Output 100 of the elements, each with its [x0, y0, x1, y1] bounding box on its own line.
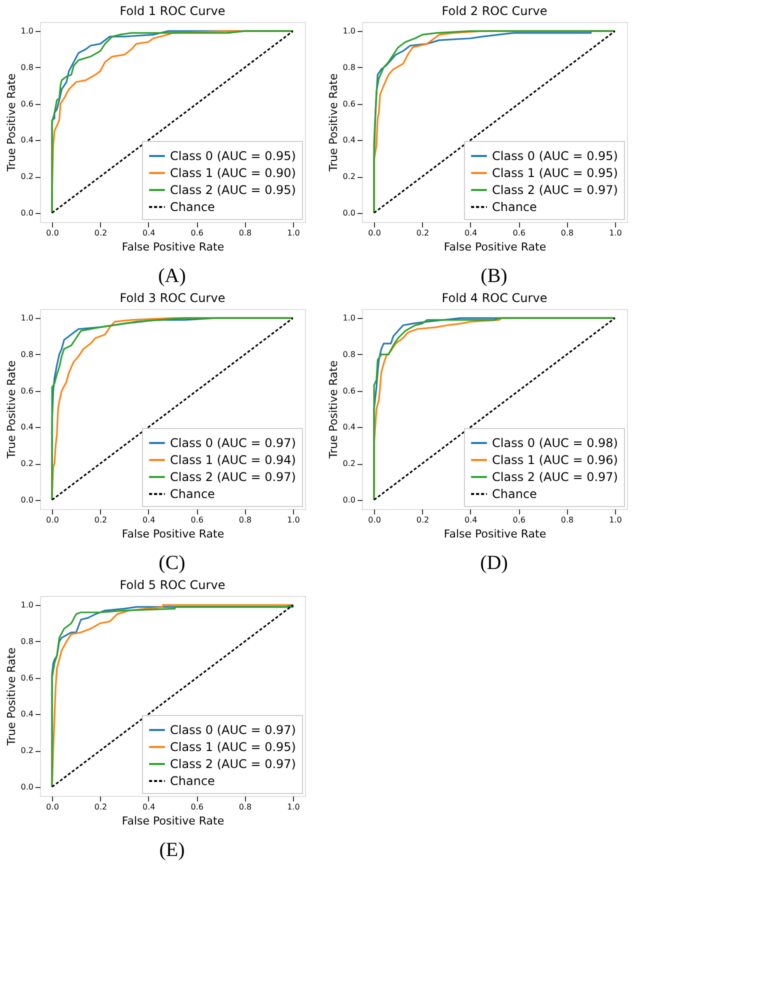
chart-title: Fold 2 ROC Curve: [442, 4, 548, 18]
legend-label: Class 1 (AUC = 0.90): [170, 166, 296, 180]
y-tick-label: 1.0: [20, 314, 34, 323]
legend-label: Chance: [170, 774, 215, 788]
x-axis-title: False Positive Rate: [122, 528, 224, 540]
y-tick-label: 0.2: [20, 459, 34, 468]
chart-title: Fold 1 ROC Curve: [120, 4, 226, 18]
x-axis-title: False Positive Rate: [444, 528, 546, 540]
legend-label: Class 0 (AUC = 0.95): [170, 149, 296, 163]
x-tick-label: 1.0: [287, 802, 300, 812]
x-tick-label: 0.0: [46, 516, 59, 524]
y-tick-label: 0.6: [20, 99, 34, 108]
legend-label: Class 0 (AUC = 0.95): [492, 149, 618, 163]
y-axis-title: True Positive Rate: [4, 73, 18, 172]
y-tick-label: 0.8: [20, 636, 34, 646]
y-axis-title: True Positive Rate: [4, 360, 18, 460]
x-tick-label: 1.0: [287, 516, 300, 524]
y-tick-label: 0.4: [342, 136, 356, 145]
y-tick-label: 0.8: [342, 350, 356, 359]
x-tick-label: 0.4: [142, 802, 156, 812]
y-tick-label: 0.6: [20, 386, 34, 396]
y-tick-label: 1.0: [342, 26, 356, 36]
chart-title: Fold 4 ROC Curve: [442, 291, 548, 305]
legend-label: Class 0 (AUC = 0.97): [170, 436, 296, 450]
y-tick-label: 0.2: [342, 459, 356, 468]
y-tick-label: 0.6: [342, 99, 356, 108]
y-tick-label: 0.2: [20, 172, 34, 182]
legend-label: Class 1 (AUC = 0.95): [492, 166, 618, 180]
x-tick-label: 0.4: [464, 228, 478, 238]
x-tick-label: 0.4: [464, 516, 478, 524]
legend-label: Class 1 (AUC = 0.94): [170, 453, 296, 467]
x-tick-label: 0.0: [46, 802, 59, 812]
y-axis-title: True Positive Rate: [326, 73, 340, 172]
x-tick-label: 0.8: [560, 228, 574, 238]
y-tick-label: 0.0: [342, 208, 356, 218]
legend-label: Class 2 (AUC = 0.97): [492, 470, 618, 484]
y-tick-label: 0.6: [342, 386, 356, 396]
legend-label: Class 1 (AUC = 0.95): [170, 740, 296, 754]
text: (C): [158, 552, 186, 574]
y-tick-label: 1.0: [20, 26, 34, 36]
text: (B): [480, 265, 508, 287]
y-tick-label: 0.0: [342, 495, 356, 504]
x-tick-label: 0.0: [368, 516, 381, 524]
legend-label: Class 2 (AUC = 0.97): [492, 183, 618, 197]
x-axis-title: False Positive Rate: [444, 240, 546, 254]
y-tick-label: 0.8: [342, 62, 356, 72]
chart-title: Fold 5 ROC Curve: [120, 578, 226, 592]
x-tick-label: 0.8: [238, 516, 252, 524]
text: (D): [480, 552, 508, 574]
x-tick-label: 0.6: [190, 516, 204, 524]
legend-label: Chance: [170, 487, 215, 501]
y-axis-title: True Positive Rate: [326, 360, 340, 460]
legend-label: Class 0 (AUC = 0.98): [492, 436, 618, 450]
legend-label: Chance: [492, 200, 537, 214]
x-tick-label: 0.2: [94, 802, 108, 812]
x-tick-label: 0.2: [94, 228, 108, 238]
x-tick-label: 0.6: [190, 228, 204, 238]
x-tick-label: 0.0: [46, 228, 59, 238]
y-tick-label: 0.0: [20, 782, 34, 792]
legend-label: Class 2 (AUC = 0.97): [170, 470, 296, 484]
y-tick-label: 0.4: [20, 136, 34, 145]
x-tick-label: 0.6: [512, 228, 526, 238]
x-tick-label: 0.2: [416, 516, 430, 524]
y-tick-label: 0.2: [342, 172, 356, 182]
legend-label: Class 1 (AUC = 0.96): [492, 453, 618, 467]
x-tick-label: 1.0: [609, 228, 622, 238]
legend-label: Class 0 (AUC = 0.97): [170, 723, 296, 737]
y-tick-label: 1.0: [20, 600, 34, 610]
x-tick-label: 0.2: [416, 228, 430, 238]
x-tick-label: 0.4: [142, 228, 156, 238]
x-tick-label: 0.0: [368, 228, 381, 238]
x-tick-label: 0.8: [238, 228, 252, 238]
y-tick-label: 0.0: [20, 208, 34, 218]
y-tick-label: 0.4: [20, 422, 34, 432]
y-tick-label: 0.8: [20, 350, 34, 359]
x-tick-label: 0.8: [238, 802, 252, 812]
x-tick-label: 0.2: [94, 516, 108, 524]
x-axis-title: False Positive Rate: [122, 814, 224, 828]
x-tick-label: 0.8: [560, 516, 574, 524]
y-tick-label: 0.4: [342, 422, 356, 432]
legend-label: Chance: [170, 200, 215, 214]
chart-title: Fold 3 ROC Curve: [120, 291, 226, 305]
y-tick-label: 0.0: [20, 495, 34, 504]
x-axis-title: False Positive Rate: [122, 240, 224, 254]
x-tick-label: 1.0: [287, 228, 300, 238]
y-axis-title: True Positive Rate: [4, 647, 18, 746]
y-tick-label: 0.6: [20, 673, 34, 682]
y-tick-label: 0.4: [20, 710, 34, 719]
legend-label: Class 2 (AUC = 0.95): [170, 183, 296, 197]
legend-label: Chance: [492, 487, 537, 501]
y-tick-label: 0.2: [20, 746, 34, 756]
x-tick-label: 1.0: [609, 516, 622, 524]
x-tick-label: 0.6: [190, 802, 204, 812]
text: (A): [158, 265, 186, 287]
x-tick-label: 0.4: [142, 516, 156, 524]
y-tick-label: 0.8: [20, 62, 34, 72]
y-tick-label: 1.0: [342, 314, 356, 323]
x-tick-label: 0.6: [512, 516, 526, 524]
text: (E): [159, 839, 185, 861]
legend-label: Class 2 (AUC = 0.97): [170, 757, 296, 771]
